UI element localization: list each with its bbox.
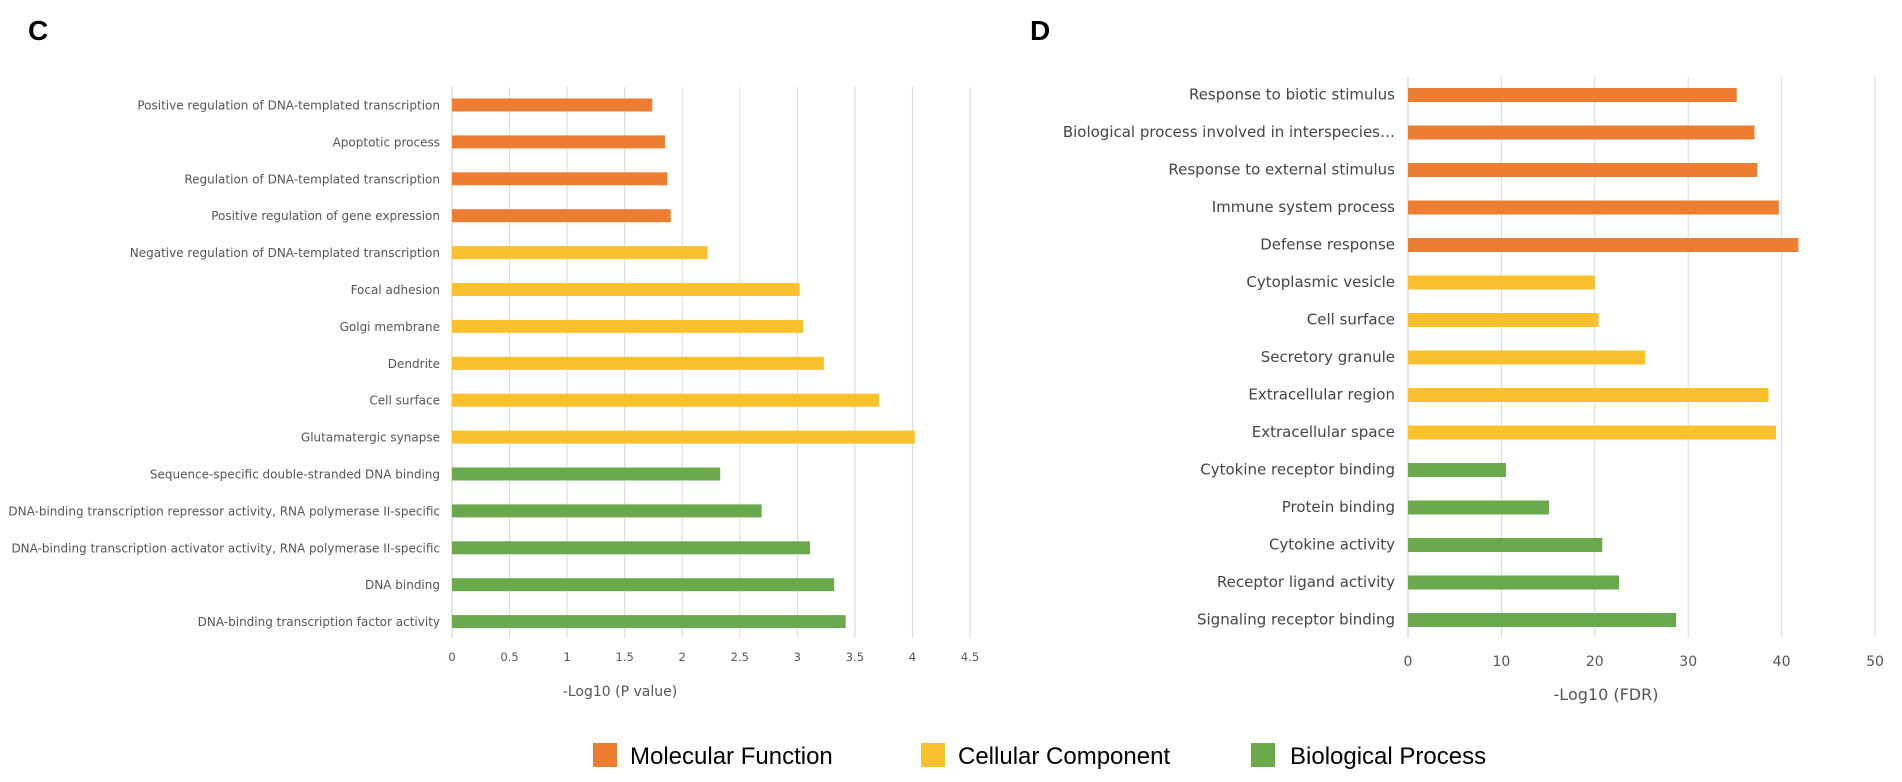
legend-swatch-molecular-function: [593, 743, 617, 767]
bar-signaling-receptor-binding: [1408, 613, 1677, 627]
category-label-regulation-of-dna-templated-transcription: Regulation of DNA-templated transcriptio…: [184, 172, 440, 186]
category-label-extracellular-region: Extracellular region: [1248, 386, 1395, 404]
category-label-response-to-biotic-stimulus: Response to biotic stimulus: [1189, 86, 1395, 104]
bar-response-to-biotic-stimulus: [1408, 88, 1737, 102]
bar-dna-binding-transcription-factor-activity: [452, 615, 846, 629]
x-tick-label-1-1: 10: [1492, 654, 1510, 670]
category-label-response-to-external-stimulus: Response to external stimulus: [1168, 161, 1395, 179]
category-label-secretory-granule: Secretory granule: [1261, 348, 1395, 366]
category-label-signaling-receptor-binding: Signaling receptor binding: [1197, 611, 1395, 629]
legend-item-biological-process: Biological Process: [1251, 743, 1486, 770]
x-tick-label-0-3: 1.5: [616, 650, 634, 664]
category-label-apoptotic-process: Apoptotic process: [333, 135, 440, 149]
category-label-sequence-specific-double-stranded-dna-binding: Sequence-specific double-stranded DNA bi…: [150, 468, 440, 482]
bar-defense-response: [1408, 238, 1799, 252]
x-axis-title-d: -Log10 (FDR): [1554, 685, 1659, 704]
bar-cytokine-receptor-binding: [1408, 463, 1507, 477]
category-label-receptor-ligand-activity: Receptor ligand activity: [1217, 573, 1395, 591]
bar-dna-binding-transcription-activator-activity-rna-polymerase-ii-specific: [452, 541, 810, 555]
bar-protein-binding: [1408, 500, 1550, 515]
x-tick-label-1-0: 0: [1404, 654, 1413, 670]
x-axis-title-c: -Log10 (P value): [563, 684, 677, 700]
bar-dna-binding-transcription-repressor-activity-rna-polymerase-ii-specific: [452, 504, 762, 518]
bar-receptor-ligand-activity: [1408, 575, 1620, 590]
chart-c: 0 0.5 1 1.5 2 2.5 3 3.5 4 4.5 Positive regulation …: [8, 87, 979, 664]
x-tick-label-0-2: 1: [563, 650, 570, 664]
panel-letter-d: D: [1030, 15, 1050, 46]
chart-d: 0 10 20 30 40 50 Response to biotic stimulus Bi…: [1063, 77, 1884, 670]
bar-biological-process-involved-in-interspecies: [1408, 125, 1755, 140]
x-tick-label-0-5: 2.5: [731, 650, 749, 664]
bar-cytoplasmic-vesicle: [1408, 275, 1595, 290]
x-tick-label-1-4: 40: [1773, 654, 1791, 670]
category-label-dendrite: Dendrite: [388, 357, 440, 371]
x-tick-label-0-8: 4: [909, 650, 916, 664]
category-label-extracellular-space: Extracellular space: [1252, 423, 1395, 441]
bar-cell-surface: [452, 393, 880, 407]
x-tick-label-1-3: 30: [1679, 654, 1697, 670]
bar-apoptotic-process: [452, 135, 665, 149]
category-label-cell-surface: Cell surface: [369, 394, 440, 408]
category-label-glutamatergic-synapse: Glutamatergic synapse: [301, 431, 440, 445]
bar-cytokine-activity: [1408, 538, 1603, 552]
category-label-dna-binding-transcription-repressor-activity-rna-polymerase-ii-specific: DNA-binding transcription repressor acti…: [8, 504, 440, 518]
bar-sequence-specific-double-stranded-dna-binding: [452, 467, 721, 481]
bar-glutamatergic-synapse: [452, 430, 915, 444]
bar-extracellular-space: [1408, 425, 1776, 440]
legend-item-molecular-function: Molecular Function: [593, 743, 833, 770]
bar-dendrite: [452, 356, 824, 370]
bar-golgi-membrane: [452, 319, 804, 333]
bar-cell-surface: [1408, 313, 1599, 327]
bar-focal-adhesion: [452, 283, 800, 296]
category-label-protein-binding: Protein binding: [1282, 498, 1395, 516]
legend: Molecular Function Cellular Component Bi…: [593, 743, 1486, 770]
x-tick-label-0-0: 0: [448, 650, 455, 664]
bar-secretory-granule: [1408, 350, 1646, 365]
bar-immune-system-process: [1408, 200, 1779, 215]
category-label-positive-regulation-of-dna-templated-transcription: Positive regulation of DNA-templated tra…: [137, 99, 440, 113]
bar-positive-regulation-of-gene-expression: [452, 209, 671, 223]
category-label-golgi-membrane: Golgi membrane: [340, 320, 440, 334]
category-label-cytokine-activity: Cytokine activity: [1269, 536, 1395, 554]
category-label-dna-binding: DNA binding: [365, 578, 440, 592]
category-label-dna-binding-transcription-activator-activity-rna-polymerase-ii-specific: DNA-binding transcription activator acti…: [11, 541, 440, 555]
category-label-cell-surface: Cell surface: [1307, 311, 1395, 329]
bar-positive-regulation-of-dna-templated-transcription: [452, 98, 653, 112]
legend-item-cellular-component: Cellular Component: [921, 743, 1170, 770]
category-label-cytoplasmic-vesicle: Cytoplasmic vesicle: [1246, 273, 1395, 291]
x-tick-label-0-6: 3: [794, 650, 801, 664]
x-tick-label-0-7: 3.5: [846, 650, 864, 664]
x-tick-label-0-9: 4.5: [961, 650, 979, 664]
category-label-positive-regulation-of-gene-expression: Positive regulation of gene expression: [211, 209, 440, 223]
bar-dna-binding: [452, 578, 835, 592]
legend-swatch-biological-process: [1251, 743, 1275, 767]
category-label-negative-regulation-of-dna-templated-transcription: Negative regulation of DNA-templated tra…: [130, 246, 440, 260]
category-label-biological-process-involved-in-interspecies: Biological process involved in interspec…: [1063, 123, 1395, 141]
x-tick-label-0-4: 2: [679, 650, 686, 664]
category-label-cytokine-receptor-binding: Cytokine receptor binding: [1200, 461, 1395, 479]
panel-letter-c: C: [28, 15, 48, 46]
x-tick-label-1-5: 50: [1866, 654, 1884, 670]
bar-extracellular-region: [1408, 388, 1769, 402]
x-tick-label-1-2: 20: [1586, 654, 1604, 670]
category-label-immune-system-process: Immune system process: [1212, 198, 1395, 216]
legend-label-biological-process: Biological Process: [1290, 743, 1486, 770]
bar-negative-regulation-of-dna-templated-transcription: [452, 246, 708, 260]
legend-swatch-cellular-component: [921, 743, 945, 767]
legend-label-molecular-function: Molecular Function: [630, 743, 833, 770]
category-label-defense-response: Defense response: [1260, 236, 1395, 254]
category-label-dna-binding-transcription-factor-activity: DNA-binding transcription factor activit…: [198, 615, 440, 629]
bar-response-to-external-stimulus: [1408, 163, 1758, 177]
category-label-focal-adhesion: Focal adhesion: [351, 283, 440, 297]
bar-regulation-of-dna-templated-transcription: [452, 172, 668, 186]
x-tick-label-0-1: 0.5: [500, 650, 518, 664]
legend-label-cellular-component: Cellular Component: [958, 743, 1170, 770]
